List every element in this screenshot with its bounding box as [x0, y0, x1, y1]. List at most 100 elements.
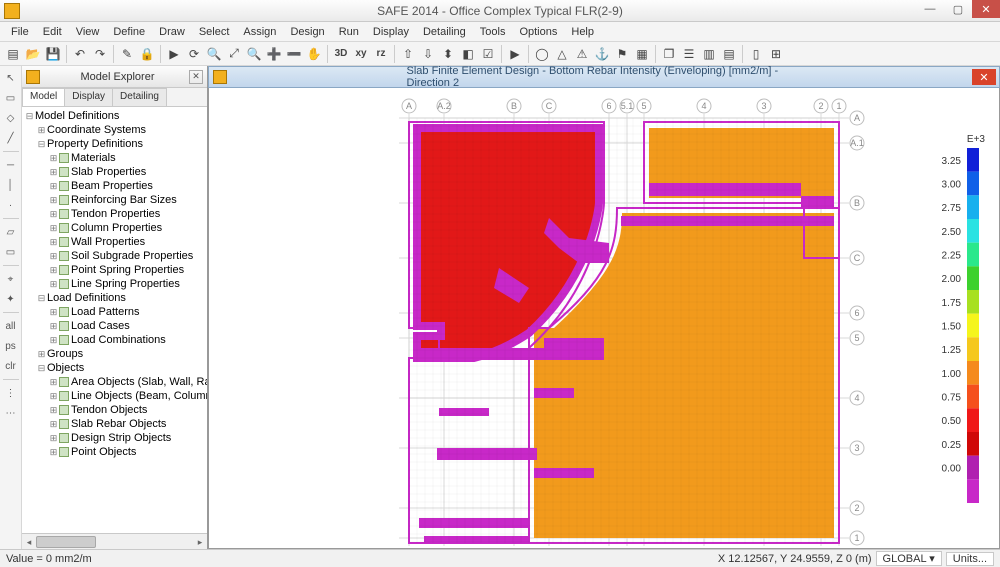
model-tree[interactable]: ⊟Model Definitions⊞Coordinate Systems⊟Pr…	[22, 107, 207, 533]
menu-run[interactable]: Run	[332, 26, 366, 38]
snap-icon[interactable]: ⌖	[3, 271, 19, 287]
units-button[interactable]: Units...	[946, 552, 994, 566]
maximize-button[interactable]: ▢	[944, 0, 972, 18]
tree-coord[interactable]: ⊞Coordinate Systems	[24, 123, 207, 137]
zoom-prev-icon[interactable]: 🔍	[245, 45, 263, 63]
menu-options[interactable]: Options	[512, 26, 564, 38]
zoom-window-icon[interactable]: 🔍	[205, 45, 223, 63]
tree-item[interactable]: ⊞Load Cases	[24, 319, 207, 333]
tree-item[interactable]: ⊞Point Spring Properties	[24, 263, 207, 277]
tab-detailing[interactable]: Detailing	[112, 88, 167, 106]
draw-line-icon[interactable]: ─	[3, 157, 19, 173]
set-display-icon[interactable]: ☑	[479, 45, 497, 63]
tree-propdef[interactable]: ⊟Property Definitions	[24, 137, 207, 151]
pan-icon[interactable]: ✋	[305, 45, 323, 63]
new-icon[interactable]: ▤	[4, 45, 22, 63]
draw-area-icon[interactable]: ▱	[3, 224, 19, 240]
tree-item[interactable]: ⊞Tendon Properties	[24, 207, 207, 221]
menu-display[interactable]: Display	[366, 26, 416, 38]
anchor-icon[interactable]: ⚓	[593, 45, 611, 63]
tree-loaddef[interactable]: ⊟Load Definitions	[24, 291, 207, 305]
pointer-icon[interactable]: ▶	[165, 45, 183, 63]
close-button[interactable]: ✕	[972, 0, 1000, 18]
tile-icon[interactable]: ⊞	[767, 45, 785, 63]
tree-item[interactable]: ⊞Slab Rebar Objects	[24, 417, 207, 431]
menu-select[interactable]: Select	[192, 26, 237, 38]
select-window-icon[interactable]: ▭	[3, 90, 19, 106]
tree-item[interactable]: ⊞Column Properties	[24, 221, 207, 235]
explorer-h-scrollbar[interactable]: ◂ ▸	[22, 533, 207, 549]
tree-item[interactable]: ⊞Area Objects (Slab, Wall, Ramp, Null)	[24, 375, 207, 389]
misc2-icon[interactable]: ⋯	[3, 405, 19, 421]
scroll-left-icon[interactable]: ◂	[22, 534, 36, 550]
menu-tools[interactable]: Tools	[473, 26, 513, 38]
explorer-close-icon[interactable]: ✕	[189, 70, 203, 84]
object-shrink-icon[interactable]: ◧	[459, 45, 477, 63]
global-dropdown[interactable]: GLOBAL ▾	[876, 551, 942, 566]
clr-button[interactable]: clr	[3, 358, 19, 374]
stack-icon[interactable]: ☰	[680, 45, 698, 63]
window-list-icon[interactable]: ▯	[747, 45, 765, 63]
flag-icon[interactable]: ⚑	[613, 45, 631, 63]
design-canvas[interactable]: AA.2BC65.154321AA.1BC654321E+33.253.002.…	[208, 88, 1000, 549]
tree-groups[interactable]: ⊞Groups	[24, 347, 207, 361]
tree-item[interactable]: ⊞Tendon Objects	[24, 403, 207, 417]
misc1-icon[interactable]: ⋮	[3, 385, 19, 401]
tree-item[interactable]: ⊞Materials	[24, 151, 207, 165]
menu-edit[interactable]: Edit	[36, 26, 69, 38]
tree-objects[interactable]: ⊟Objects	[24, 361, 207, 375]
menu-help[interactable]: Help	[564, 26, 601, 38]
tree-item[interactable]: ⊞Wall Properties	[24, 235, 207, 249]
pointer-tool-icon[interactable]: ↖	[3, 70, 19, 86]
tree-item[interactable]: ⊞Line Objects (Beam, Column, Brace, Null…	[24, 389, 207, 403]
all-button[interactable]: all	[3, 318, 19, 334]
down-arrow-icon[interactable]: ⇩	[419, 45, 437, 63]
tree-item[interactable]: ⊞Design Strip Objects	[24, 431, 207, 445]
menu-assign[interactable]: Assign	[236, 26, 283, 38]
tree-item[interactable]: ⊞Beam Properties	[24, 179, 207, 193]
table-icon[interactable]: ▥	[700, 45, 718, 63]
grid-display-icon[interactable]: ▦	[633, 45, 651, 63]
pencil-icon[interactable]: ✎	[118, 45, 136, 63]
run-icon[interactable]: ▶	[506, 45, 524, 63]
open-icon[interactable]: 📂	[24, 45, 42, 63]
select-line-icon[interactable]: ╱	[3, 130, 19, 146]
tree-item[interactable]: ⊞Point Objects	[24, 445, 207, 459]
tree-root[interactable]: ⊟Model Definitions	[24, 109, 207, 123]
zoom-out-icon[interactable]: ➖	[285, 45, 303, 63]
tree-item[interactable]: ⊞Soil Subgrade Properties	[24, 249, 207, 263]
tree-item[interactable]: ⊞Slab Properties	[24, 165, 207, 179]
minimize-button[interactable]: —	[916, 0, 944, 18]
tree-item[interactable]: ⊞Line Spring Properties	[24, 277, 207, 291]
xy-view-button[interactable]: xy	[352, 45, 370, 63]
draw-rect-icon[interactable]: ▭	[3, 244, 19, 260]
tab-display[interactable]: Display	[64, 88, 113, 106]
menu-design[interactable]: Design	[283, 26, 331, 38]
rz-view-button[interactable]: rz	[372, 45, 390, 63]
view-close-icon[interactable]: ✕	[972, 69, 996, 85]
undo-icon[interactable]: ↶	[71, 45, 89, 63]
snap2-icon[interactable]: ✦	[3, 291, 19, 307]
save-icon[interactable]: 💾	[44, 45, 62, 63]
lock-icon[interactable]: 🔒	[138, 45, 156, 63]
menu-define[interactable]: Define	[106, 26, 152, 38]
select-poly-icon[interactable]: ◇	[3, 110, 19, 126]
draw-point-icon[interactable]: ·	[3, 197, 19, 213]
report-icon[interactable]: ▤	[720, 45, 738, 63]
scroll-thumb[interactable]	[36, 536, 96, 548]
tree-item[interactable]: ⊞Load Patterns	[24, 305, 207, 319]
ps-button[interactable]: ps	[3, 338, 19, 354]
perspective-icon[interactable]: ⬍	[439, 45, 457, 63]
3d-view-button[interactable]: 3D	[332, 45, 350, 63]
refresh-icon[interactable]: ⟳	[185, 45, 203, 63]
menu-file[interactable]: File	[4, 26, 36, 38]
menu-detailing[interactable]: Detailing	[416, 26, 473, 38]
redo-icon[interactable]: ↷	[91, 45, 109, 63]
menu-draw[interactable]: Draw	[152, 26, 192, 38]
warning-icon[interactable]: ⚠	[573, 45, 591, 63]
layers-icon[interactable]: ❐	[660, 45, 678, 63]
tab-model[interactable]: Model	[22, 88, 65, 106]
zoom-in-icon[interactable]: ➕	[265, 45, 283, 63]
up-arrow-icon[interactable]: ⇧	[399, 45, 417, 63]
triangle-tool-icon[interactable]: △	[553, 45, 571, 63]
